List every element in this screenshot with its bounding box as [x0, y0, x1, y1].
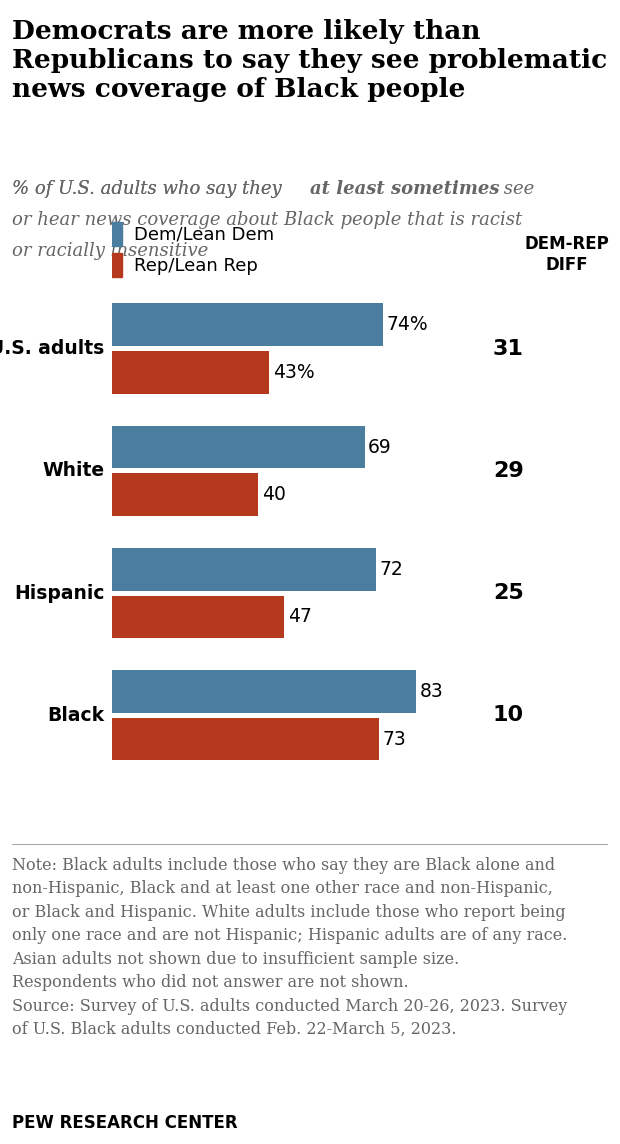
Text: or racially insensitive: or racially insensitive	[12, 243, 209, 260]
Text: at least sometimes: at least sometimes	[311, 180, 500, 198]
Bar	[112, 426, 365, 468]
Text: % of U.S. adults who say they: % of U.S. adults who say they	[12, 180, 288, 198]
Text: 47: 47	[288, 607, 311, 627]
Text: 73: 73	[383, 730, 407, 748]
Text: 69: 69	[368, 437, 392, 456]
Text: Rep/Lean Rep: Rep/Lean Rep	[134, 257, 258, 276]
Text: Black: Black	[47, 706, 104, 725]
Bar	[112, 303, 383, 347]
Text: see: see	[498, 180, 534, 198]
Bar	[112, 548, 376, 590]
Bar	[112, 222, 122, 246]
Text: % of U.S. adults who say they: % of U.S. adults who say they	[12, 180, 288, 198]
Text: 74%: 74%	[386, 316, 428, 334]
Text: or hear news coverage about Black people that is racist: or hear news coverage about Black people…	[12, 210, 523, 229]
Bar	[112, 351, 269, 394]
Text: 72: 72	[379, 559, 403, 579]
Text: White: White	[42, 461, 104, 480]
Text: U.S. adults: U.S. adults	[0, 339, 104, 358]
Bar	[112, 596, 284, 638]
Text: 40: 40	[262, 485, 286, 505]
Text: 25: 25	[493, 583, 524, 603]
Text: Dem/Lean Dem: Dem/Lean Dem	[134, 227, 274, 244]
Text: 31: 31	[493, 339, 524, 359]
Text: 43%: 43%	[273, 363, 314, 382]
Text: PEW RESEARCH CENTER: PEW RESEARCH CENTER	[12, 1113, 238, 1131]
Text: Hispanic: Hispanic	[14, 583, 104, 603]
Text: Note: Black adults include those who say they are Black alone and
non-Hispanic, : Note: Black adults include those who say…	[12, 857, 568, 1039]
Bar	[112, 670, 416, 713]
Text: 83: 83	[420, 682, 443, 701]
Bar	[112, 717, 379, 761]
Bar	[112, 253, 122, 277]
Text: 29: 29	[493, 461, 524, 480]
Text: DEM-REP
DIFF: DEM-REP DIFF	[525, 236, 609, 273]
Bar	[112, 474, 259, 516]
Text: Democrats are more likely than
Republicans to say they see problematic
news cove: Democrats are more likely than Republica…	[12, 18, 608, 102]
Text: 10: 10	[493, 705, 524, 725]
